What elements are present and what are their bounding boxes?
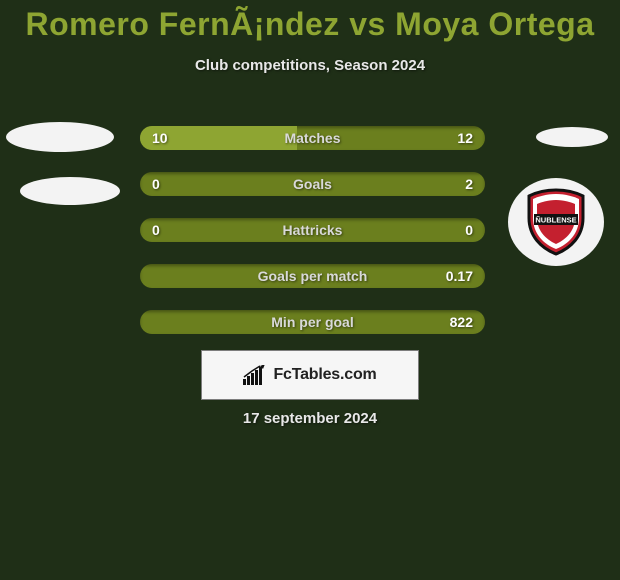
player-left-avatar-1: [6, 122, 114, 152]
stat-name-label: Hattricks: [283, 218, 343, 242]
date-line: 17 september 2024: [0, 410, 620, 427]
stat-row: 0 Goals 2: [140, 172, 485, 196]
stat-row: 0 Hattricks 0: [140, 218, 485, 242]
stat-row: 10 Matches 12: [140, 126, 485, 150]
stat-left-value: 0: [152, 218, 160, 242]
bar-chart-icon: [243, 365, 267, 385]
stat-right-value: 822: [450, 310, 473, 334]
stat-right-value: 0: [465, 218, 473, 242]
stat-right-value: 0.17: [446, 264, 473, 288]
stat-name-label: Goals: [293, 172, 332, 196]
stat-right-value: 2: [465, 172, 473, 196]
stat-row: Goals per match 0.17: [140, 264, 485, 288]
player-right-avatar-1: [536, 127, 608, 147]
badge-label: ÑUBLENSE: [535, 216, 576, 225]
stat-right-value: 12: [457, 126, 473, 150]
stat-left-value: 10: [152, 126, 168, 150]
footer-brand-box: FcTables.com: [201, 350, 419, 400]
shield-icon: ÑUBLENSE: [525, 188, 587, 256]
stat-name-label: Goals per match: [258, 264, 368, 288]
page-title: Romero FernÃ¡ndez vs Moya Ortega: [0, 0, 620, 43]
footer-brand-text: FcTables.com: [273, 366, 376, 384]
stats-bars: 10 Matches 12 0 Goals 2 0 Hattricks 0 Goals per m…: [140, 126, 485, 356]
player-left-avatar-2: [20, 177, 120, 205]
team-right-badge: ÑUBLENSE: [508, 178, 604, 266]
subtitle: Club competitions, Season 2024: [0, 57, 620, 74]
stat-left-value: 0: [152, 172, 160, 196]
stat-name-label: Min per goal: [271, 310, 353, 334]
stat-name-label: Matches: [284, 126, 340, 150]
stat-row: Min per goal 822: [140, 310, 485, 334]
